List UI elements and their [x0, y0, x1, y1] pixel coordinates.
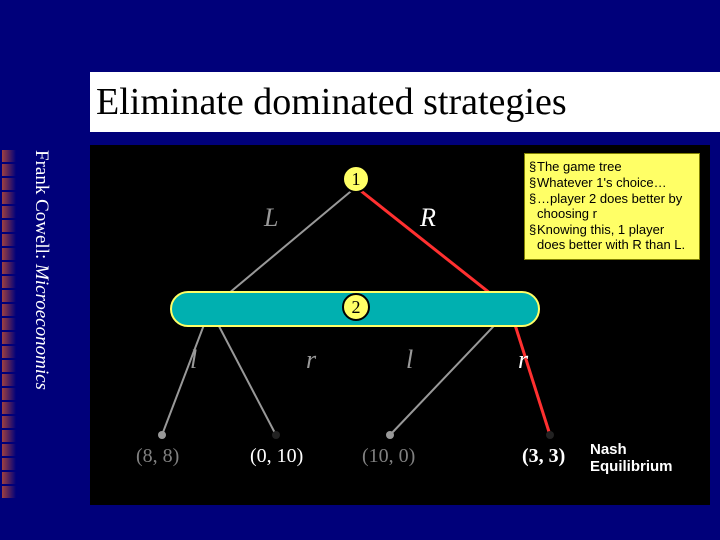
- edge-label-l2: l: [406, 345, 413, 375]
- edge-l1: [162, 309, 210, 435]
- payoff-3: (10, 0): [362, 445, 415, 468]
- node-label: 1: [352, 169, 361, 190]
- slide-title: Eliminate dominated strategies: [90, 72, 720, 132]
- node-label: 2: [352, 297, 361, 318]
- author-name: Frank Cowell:: [31, 150, 52, 264]
- leaf-dot: [386, 431, 394, 439]
- player-2-node: 2: [342, 293, 370, 321]
- leaf-dot: [272, 431, 280, 439]
- sidebar-author: Frank Cowell: Microeconomics: [30, 150, 52, 390]
- payoff-4: (3, 3): [522, 445, 565, 468]
- payoff-1: (8, 8): [136, 445, 179, 468]
- edge-label-l1: l: [190, 345, 197, 375]
- author-work: Microeconomics: [31, 264, 52, 390]
- leaf-dot: [546, 431, 554, 439]
- edge-r1: [210, 309, 276, 435]
- nash-line2: Equilibrium: [590, 458, 673, 475]
- leaf-dot: [158, 431, 166, 439]
- edge-r2: [510, 309, 550, 435]
- player-1-node: 1: [342, 165, 370, 193]
- side-decoration: [2, 150, 22, 510]
- edge-label-r1: r: [306, 345, 316, 375]
- edge-label-r2: r: [518, 345, 528, 375]
- nash-equilibrium-label: Nash Equilibrium: [590, 441, 673, 476]
- edge-label-L: L: [264, 203, 278, 233]
- payoff-2: (0, 10): [250, 445, 303, 468]
- title-text: Eliminate dominated strategies: [96, 80, 567, 124]
- edge-label-R: R: [420, 203, 436, 233]
- nash-line1: Nash: [590, 441, 673, 458]
- game-tree-diagram: §The game tree §Whatever 1's choice… §…p…: [90, 145, 710, 505]
